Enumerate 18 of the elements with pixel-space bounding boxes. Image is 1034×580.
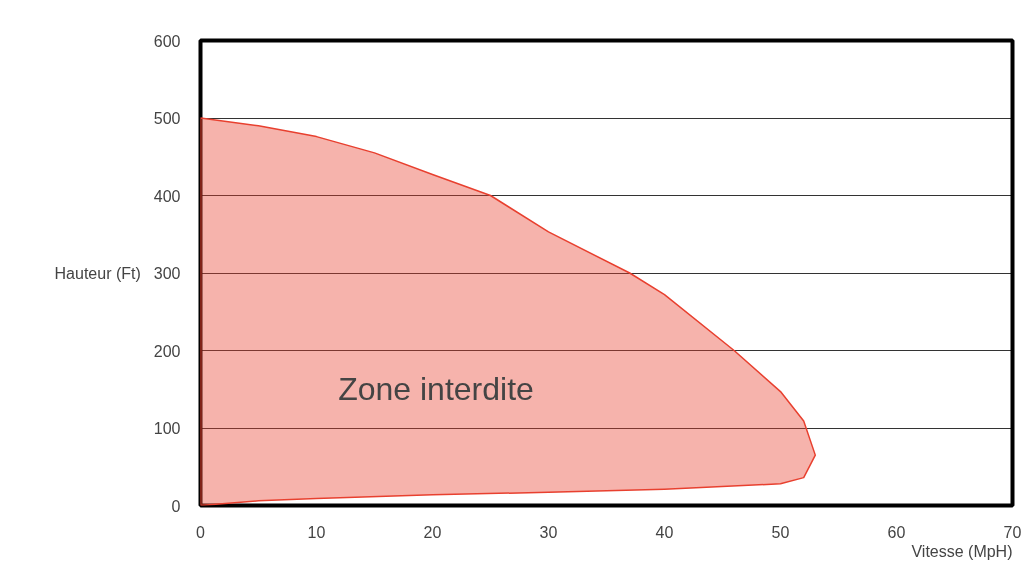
x-tick-label: 70 bbox=[1003, 523, 1022, 541]
x-tick-label: 20 bbox=[423, 523, 442, 541]
x-tick-label: 60 bbox=[887, 523, 906, 541]
x-axis-title: Vitesse (MpH) bbox=[911, 542, 1013, 560]
y-tick-label: 300 bbox=[153, 265, 181, 282]
x-tick-label: 0 bbox=[196, 523, 206, 541]
y-tick-label: 500 bbox=[153, 110, 181, 127]
y-tick-label: 200 bbox=[153, 342, 181, 360]
y-tick-label: 100 bbox=[153, 420, 181, 437]
annotation: Zone interdite bbox=[338, 371, 534, 408]
x-tick-label: 10 bbox=[307, 523, 326, 541]
x-tick-label: 50 bbox=[771, 523, 790, 541]
y-tick-label: 0 bbox=[171, 497, 181, 515]
y-tick-label: 600 bbox=[153, 32, 181, 50]
x-tick-label: 30 bbox=[539, 523, 558, 541]
y-tick-label: 400 bbox=[153, 187, 181, 205]
x-tick-label: 40 bbox=[655, 523, 674, 541]
y-axis-title: Hauteur (Ft) bbox=[54, 264, 141, 282]
